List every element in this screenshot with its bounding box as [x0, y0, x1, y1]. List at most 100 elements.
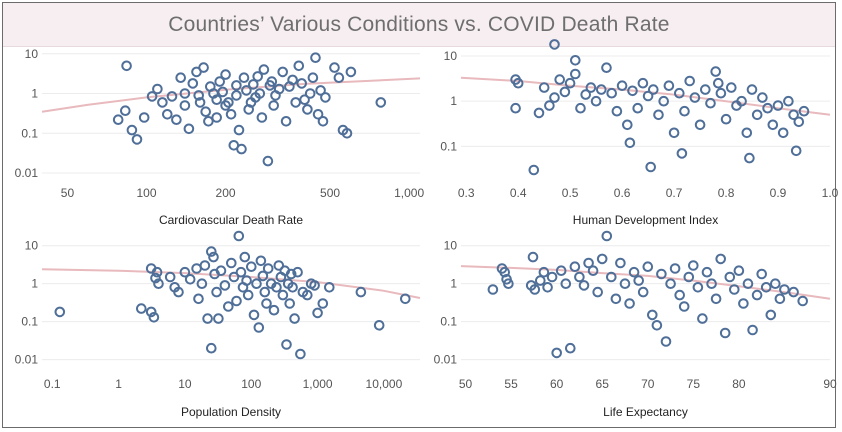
data-point	[257, 270, 269, 282]
data-point	[546, 271, 558, 283]
data-point	[309, 280, 320, 291]
data-point	[320, 92, 331, 103]
data-point	[246, 261, 257, 273]
data-point	[544, 100, 555, 111]
data-point	[287, 282, 298, 293]
data-point	[632, 102, 644, 114]
data-point	[529, 284, 541, 295]
data-point	[203, 116, 214, 127]
data-point	[747, 324, 758, 336]
y-tick-label: 1	[450, 277, 457, 291]
data-point	[151, 266, 163, 278]
y-tick-label: 0.1	[440, 315, 457, 329]
data-point	[783, 95, 794, 107]
data-point	[619, 278, 631, 290]
data-point	[510, 102, 521, 114]
y-tick-label: 10	[25, 47, 39, 61]
data-point	[692, 282, 704, 293]
data-point	[578, 280, 590, 291]
data-point	[744, 152, 755, 164]
data-point	[701, 266, 713, 278]
data-point	[138, 112, 150, 123]
data-point	[610, 293, 622, 305]
data-point	[538, 266, 550, 278]
x-tick-label: 0.5	[562, 186, 579, 200]
data-point	[615, 257, 626, 269]
data-point	[315, 85, 326, 96]
data-point	[713, 77, 724, 89]
x-tick-label: 0.4	[510, 186, 527, 200]
data-point	[211, 94, 222, 105]
data-point	[273, 83, 285, 95]
data-point	[317, 116, 329, 127]
data-point	[570, 55, 581, 66]
dashboard-title: Countries’ Various Conditions vs. COVID …	[168, 12, 670, 36]
data-point	[54, 306, 66, 318]
data-point	[164, 271, 176, 283]
y-tick-label: 0.01	[15, 353, 39, 367]
data-point	[217, 86, 228, 98]
data-point	[736, 95, 747, 107]
data-point	[329, 62, 340, 73]
data-point	[166, 91, 178, 102]
data-point	[596, 253, 608, 265]
data-point	[622, 119, 633, 131]
data-point	[560, 278, 572, 290]
x-tick-label: 0.6	[614, 186, 631, 200]
data-point	[742, 278, 754, 290]
data-point	[542, 282, 553, 293]
data-point	[120, 105, 131, 116]
data-point	[554, 74, 566, 85]
x-tick-label: 50	[61, 186, 75, 200]
data-point	[280, 116, 292, 127]
data-point	[549, 39, 560, 50]
y-tick-label: 0.1	[21, 126, 38, 140]
data-point	[292, 266, 303, 278]
data-point	[252, 71, 264, 82]
data-point	[238, 72, 250, 83]
data-point	[233, 230, 245, 242]
data-point	[688, 260, 699, 271]
trend-line	[41, 268, 421, 299]
data-point	[674, 87, 685, 99]
x-tick-label: 100	[241, 377, 261, 391]
y-tick-label: 10	[25, 239, 39, 253]
data-point	[211, 286, 222, 298]
y-tick-label: 0.1	[440, 139, 457, 153]
data-point	[211, 112, 222, 123]
data-point	[373, 320, 385, 331]
data-point	[645, 161, 657, 173]
data-point	[277, 289, 289, 301]
data-point	[648, 84, 659, 95]
data-point	[214, 76, 225, 87]
data-point	[375, 97, 387, 108]
data-point	[555, 265, 567, 277]
data-point	[570, 68, 581, 80]
data-point	[601, 62, 612, 73]
x-tick-label: 65	[596, 377, 610, 391]
data-point	[256, 112, 268, 123]
data-point	[157, 97, 168, 108]
data-point	[194, 97, 206, 108]
data-point	[642, 90, 654, 102]
y-tick-label: 10	[444, 49, 458, 63]
data-point	[231, 90, 242, 101]
x-tick-label: 1	[115, 377, 122, 391]
data-point	[121, 60, 132, 72]
data-point	[679, 105, 690, 117]
data-point	[284, 298, 296, 309]
data-point	[637, 286, 649, 298]
data-point	[624, 137, 636, 149]
data-point	[289, 313, 300, 324]
data-point	[187, 78, 199, 89]
data-point	[565, 342, 576, 354]
data-point	[751, 109, 763, 121]
data-point	[683, 271, 695, 283]
data-point	[575, 102, 586, 114]
data-point	[741, 127, 753, 139]
data-point	[295, 348, 306, 360]
data-point	[668, 127, 680, 139]
data-point	[684, 75, 696, 87]
data-point	[235, 266, 247, 278]
data-point	[136, 303, 147, 314]
